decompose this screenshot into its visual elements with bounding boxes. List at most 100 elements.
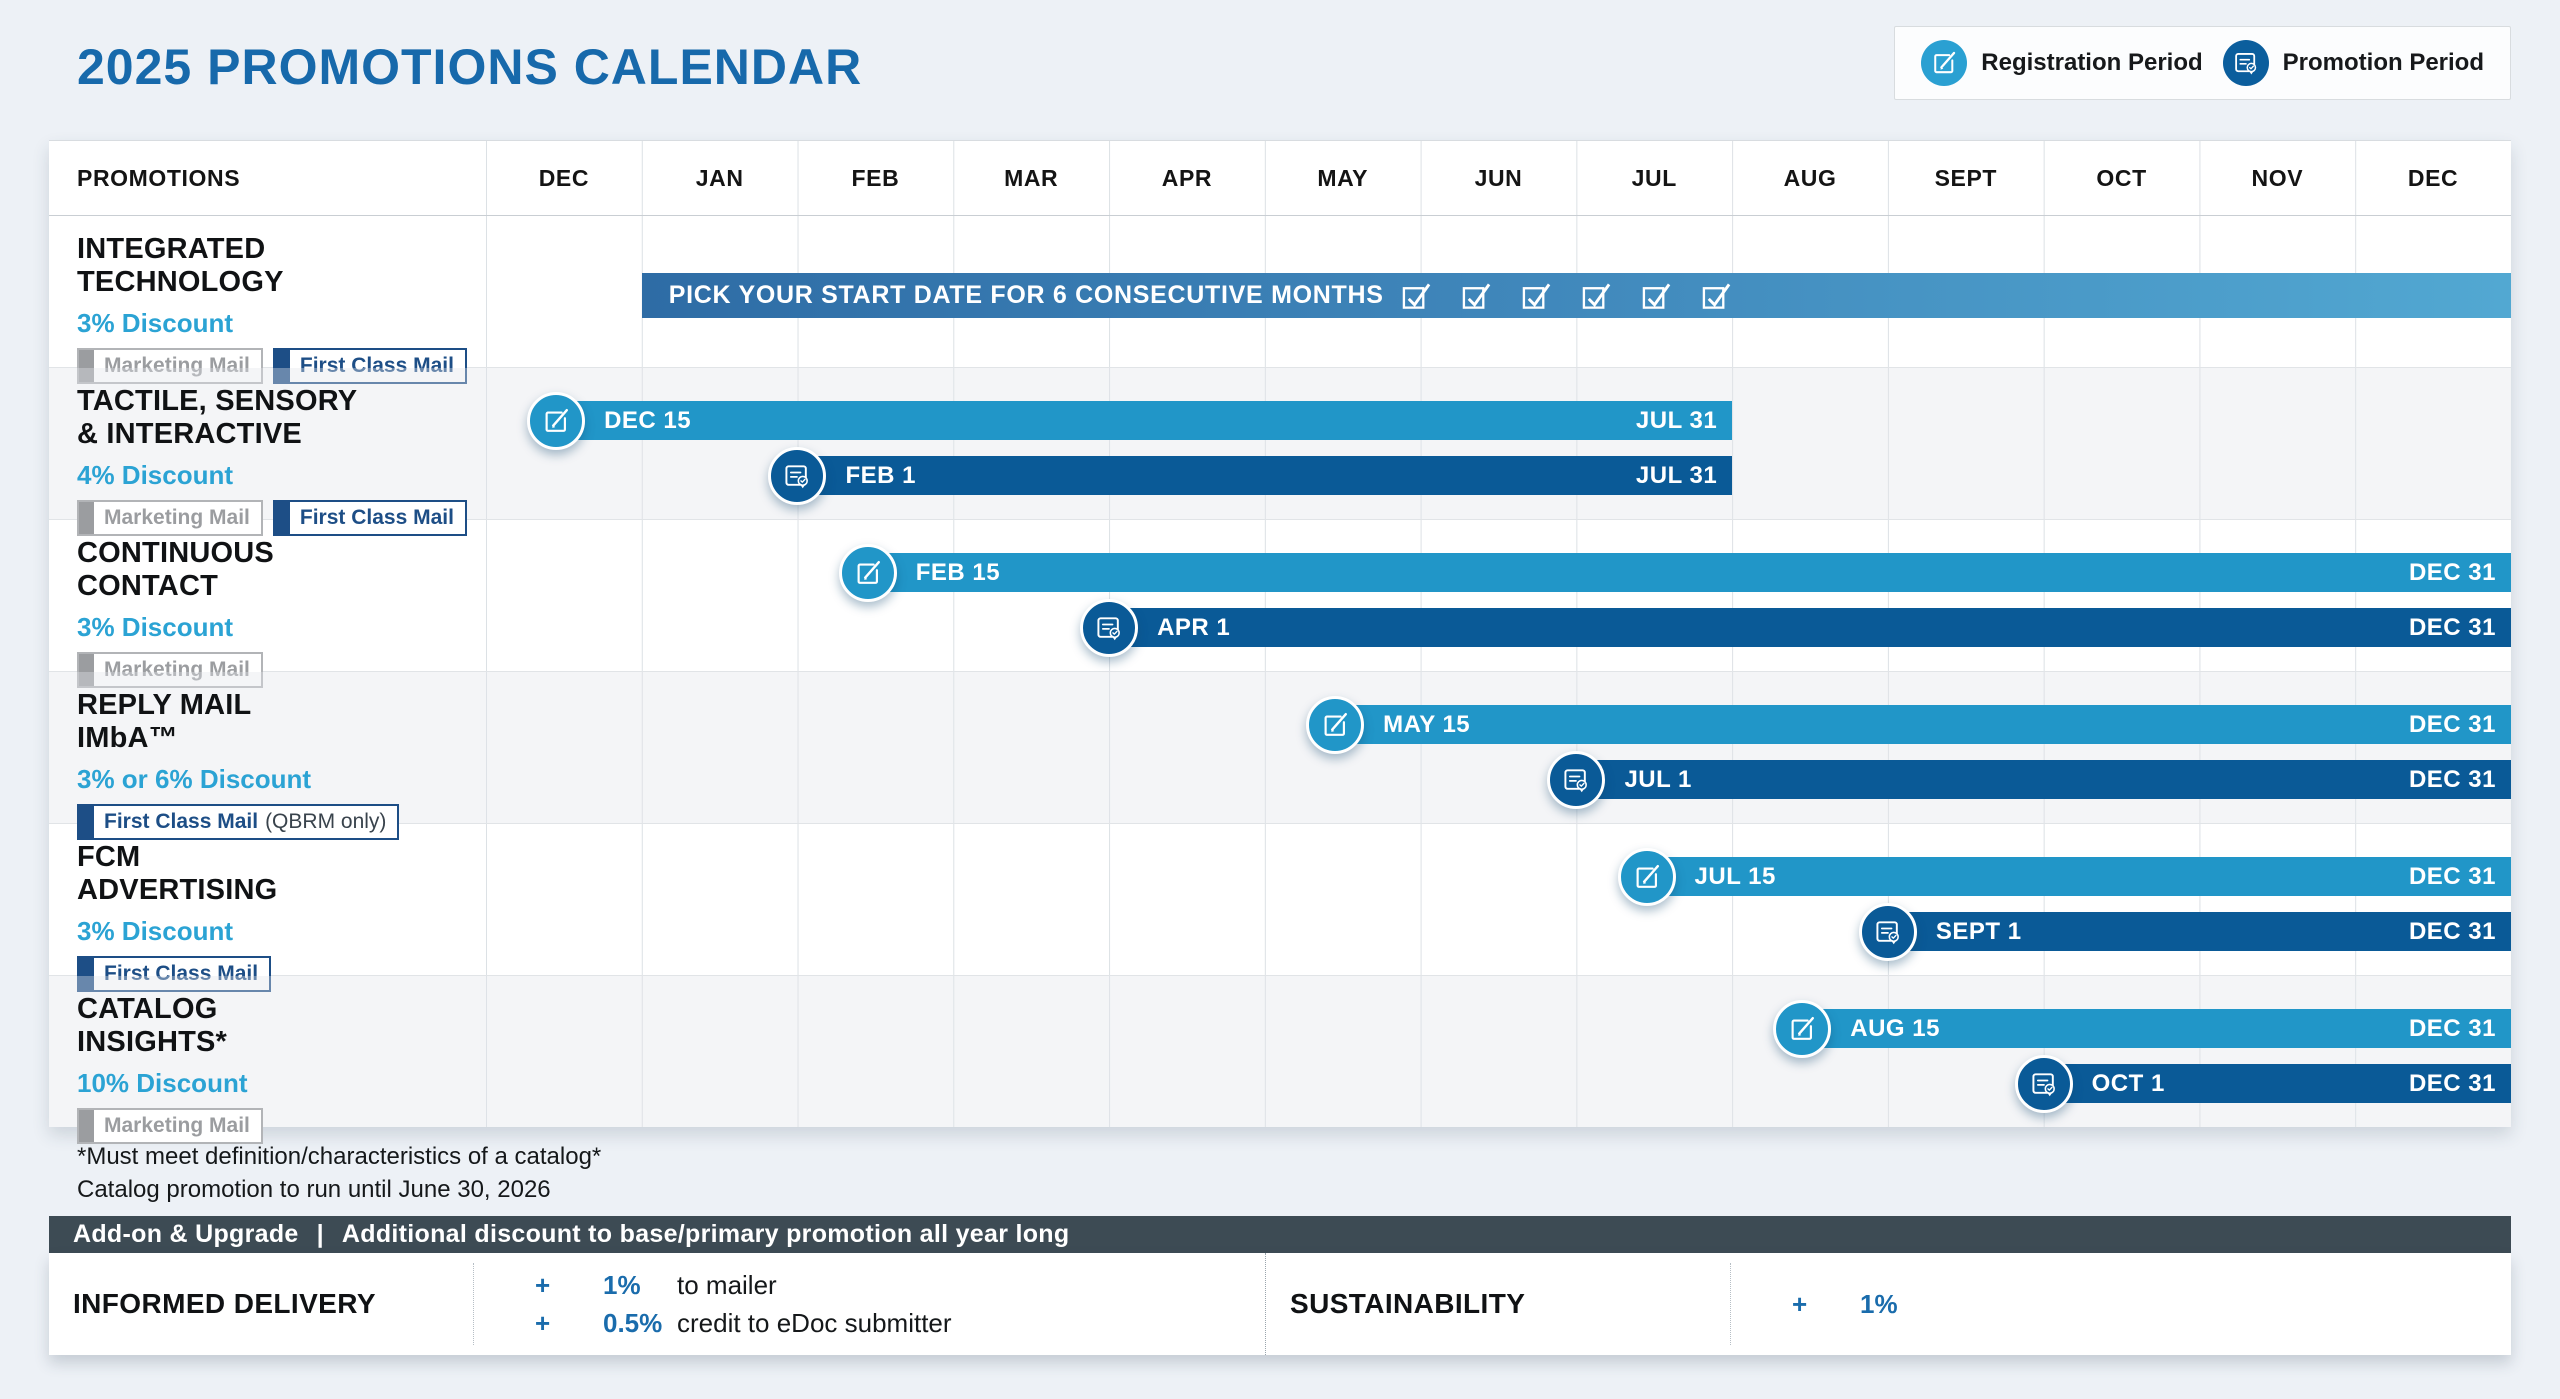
- discount-label: 10% Discount: [77, 1067, 248, 1098]
- month-header: JUN: [1474, 164, 1523, 191]
- registration-period-bar: AUG 15 DEC 31: [1773, 999, 2511, 1058]
- promotions-column-header: PROMOTIONS: [77, 164, 241, 191]
- row-timeline: PICK YOUR START DATE FOR 6 CONSECUTIVE M…: [486, 216, 2511, 367]
- month-header: DEC: [538, 164, 590, 191]
- promotion-row-reply-mail-imba: REPLY MAIL IMbA™ 3% or 6% Discount First…: [49, 672, 2511, 840]
- tag-marketing-mail: Marketing Mail: [77, 1107, 263, 1144]
- legend-registration-label: Registration Period: [1981, 49, 2203, 76]
- month-header: MAY: [1317, 164, 1369, 191]
- addon-benefits: + 1%: [1792, 1253, 1934, 1355]
- bar-start-date: FEB 15: [915, 558, 1001, 586]
- tag-chip: [79, 501, 94, 534]
- tag-first-class-mail: First Class Mail: [77, 955, 272, 992]
- tag-first-class-mail: First Class Mail: [272, 499, 467, 536]
- registration-period-bar: FEB 15 DEC 31: [838, 543, 2511, 602]
- discount-label: 3% Discount: [77, 915, 234, 946]
- certificate-icon: [1547, 750, 1606, 809]
- mail-class-tags: Marketing Mail: [77, 651, 486, 688]
- month-header: AUG: [1783, 164, 1837, 191]
- tag-chip: [274, 349, 290, 382]
- bar-start-date: OCT 1: [2091, 1069, 2165, 1097]
- addon-banner-title: Add-on & Upgrade: [73, 1220, 299, 1248]
- bar-start-date: JUL 15: [1694, 862, 1776, 890]
- plus-sign: +: [1792, 1288, 1808, 1319]
- pencil-square-icon: [527, 391, 586, 450]
- benefit-text: credit to eDoc submitter: [677, 1307, 952, 1338]
- discount-label: 4% Discount: [77, 459, 234, 490]
- calendar-panel: PROMOTIONS DEC JAN FEB MAR APR MAY JUN J…: [49, 140, 2511, 1144]
- tag-first-class-mail: First Class Mail: [272, 347, 467, 384]
- promotion-period-bar: SEPT 1 DEC 31: [1858, 902, 2511, 961]
- row-label: INTEGRATED TECHNOLOGY 3% Discount Market…: [49, 216, 486, 384]
- month-header: APR: [1161, 164, 1213, 191]
- promotion-name: REPLY MAIL IMbA™: [77, 689, 252, 754]
- mail-class-tags: Marketing Mail First Class Mail: [77, 347, 486, 384]
- promotion-name: CONTINUOUS CONTACT: [77, 537, 274, 602]
- month-header: FEB: [851, 164, 900, 191]
- discount-label: 3% Discount: [77, 611, 234, 642]
- row-timeline: DEC 15 JUL 31 FEB 1 JUL 31: [486, 368, 2511, 519]
- promotion-name: INTEGRATED TECHNOLOGY: [77, 233, 284, 298]
- tag-marketing-mail: Marketing Mail: [77, 499, 263, 536]
- checkbox-icons-group: [1401, 280, 1732, 311]
- addon-sustainability: SUSTAINABILITY + 1%: [1265, 1253, 2511, 1355]
- certificate-icon: [2014, 1054, 2073, 1113]
- footnotes: *Must meet definition/characteristics of…: [77, 1140, 601, 1206]
- bar-end-date: DEC 31: [2408, 1014, 2496, 1042]
- checkbox-check-icon: [1402, 283, 1430, 309]
- footnote-line: *Must meet definition/characteristics of…: [77, 1143, 602, 1170]
- bar-end-date: JUL 31: [1635, 461, 1718, 489]
- bar-start-date: APR 1: [1157, 613, 1231, 641]
- tag-chip: [79, 1109, 94, 1142]
- month-header: DEC: [2407, 164, 2459, 191]
- tag-chip: [79, 349, 94, 382]
- discount-label: 3% Discount: [77, 307, 234, 338]
- plus-sign: +: [535, 1269, 551, 1300]
- benefit-text: to mailer: [677, 1269, 777, 1300]
- registration-period-bar: MAY 15 DEC 31: [1306, 695, 2511, 754]
- addon-benefits: + 1% to mailer + 0.5% credit to eDoc sub…: [535, 1253, 952, 1355]
- benefit-line: + 1%: [1792, 1289, 1934, 1320]
- certificate-icon: [2222, 40, 2269, 86]
- tag-chip: [79, 957, 94, 990]
- registration-period-bar: JUL 15 DEC 31: [1617, 847, 2511, 906]
- bar-end-date: DEC 31: [2408, 1069, 2496, 1097]
- tag-marketing-mail: Marketing Mail: [77, 651, 263, 688]
- bar-end-date: DEC 31: [2408, 613, 2496, 641]
- certificate-icon: [1858, 902, 1917, 961]
- mail-class-tags: Marketing Mail: [77, 1107, 486, 1144]
- tag-chip: [274, 501, 290, 534]
- tag-first-class-mail-qbrm: First Class Mail (QBRM only): [77, 803, 400, 840]
- mail-class-tags: First Class Mail: [77, 955, 486, 992]
- certificate-icon: [768, 446, 827, 505]
- bar-start-date: AUG 15: [1850, 1014, 1940, 1042]
- benefit-value: 0.5%: [603, 1307, 663, 1338]
- pencil-square-icon: [1306, 695, 1365, 754]
- bar-start-date: DEC 15: [604, 406, 692, 434]
- certificate-icon: [1080, 598, 1139, 657]
- promotion-row-catalog-insights: CATALOG INSIGHTS* 10% Discount Marketing…: [49, 976, 2511, 1144]
- bar-end-date: DEC 31: [2408, 917, 2496, 945]
- promotion-period-bar: OCT 1 DEC 31: [2014, 1054, 2511, 1113]
- pencil-square-icon: [1617, 847, 1676, 906]
- promotion-name: CATALOG INSIGHTS*: [77, 993, 228, 1058]
- bar-start-date: JUL 1: [1624, 765, 1692, 793]
- legend-box: Registration Period Promotion Period: [1894, 26, 2511, 100]
- bar-start-date: FEB 1: [845, 461, 916, 489]
- legend-item-registration: Registration Period: [1921, 40, 2203, 86]
- addon-banner-description: Additional discount to base/primary prom…: [341, 1220, 1070, 1248]
- promotion-row-integrated-technology: INTEGRATED TECHNOLOGY 3% Discount Market…: [49, 216, 2511, 384]
- promotion-row-continuous-contact: CONTINUOUS CONTACT 3% Discount Marketing…: [49, 520, 2511, 688]
- bar-end-date: DEC 31: [2408, 862, 2496, 890]
- addon-informed-delivery: INFORMED DELIVERY + 1% to mailer + 0.5% …: [49, 1253, 1265, 1355]
- benefit-value: 1%: [1860, 1288, 1898, 1319]
- row-label: CONTINUOUS CONTACT 3% Discount Marketing…: [49, 520, 486, 688]
- plus-sign: +: [535, 1307, 551, 1338]
- row-timeline: FEB 15 DEC 31 APR 1 DEC 31: [486, 520, 2511, 671]
- footnote-line: Catalog promotion to run until June 30, …: [77, 1176, 551, 1204]
- month-header: SEPT: [1934, 164, 1998, 191]
- promotion-name: TACTILE, SENSORY & INTERACTIVE: [77, 385, 358, 450]
- month-header: JUL: [1631, 164, 1677, 191]
- mail-class-tags: First Class Mail (QBRM only): [77, 803, 486, 840]
